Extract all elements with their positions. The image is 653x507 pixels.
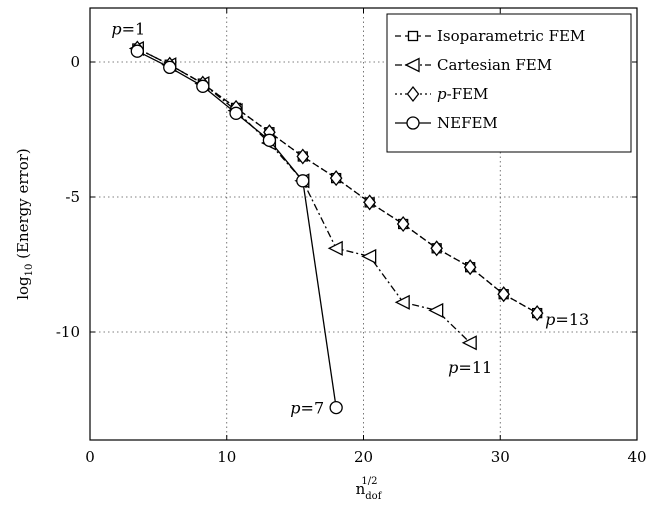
x-axis-label-superscript: 1/2 (361, 476, 377, 487)
annotation-rest: =13 (555, 310, 589, 329)
legend-marker (406, 85, 420, 103)
data-point (463, 259, 477, 276)
legend-entry: Isoparametric FEM (395, 27, 585, 45)
data-point (229, 106, 243, 120)
legend-label: NEFEM (437, 114, 498, 132)
y-tick-label: -5 (65, 188, 80, 206)
annotation-label: p=7 (290, 399, 324, 418)
data-point (363, 194, 376, 211)
legend-label: Cartesian FEM (437, 56, 552, 74)
legend-label-text: NEFEM (437, 114, 498, 132)
legend-entry: p-FEM (395, 85, 488, 103)
y-axis-label-subscript: 10 (24, 264, 35, 277)
data-point (396, 215, 410, 233)
data-point (497, 286, 510, 303)
annotation-label: p=11 (448, 358, 492, 377)
y-axis-label-main: (Energy error) (14, 148, 32, 263)
annotation-rest: =1 (122, 20, 146, 39)
annotations: p=1p=7p=11p=13 (111, 20, 589, 418)
x-axis-label-base: n (356, 480, 366, 498)
legend-label-text: -FEM (447, 85, 489, 103)
data-point (394, 294, 410, 310)
legend-marker (404, 57, 420, 73)
annotation-italic: p (545, 310, 555, 329)
y-axis-label: log10 (Energy error) (14, 148, 35, 300)
x-tick-label: 0 (85, 448, 95, 466)
data-point (262, 133, 277, 147)
data-point (329, 400, 343, 415)
annotation-italic: p (290, 399, 300, 418)
x-tick-label: 10 (217, 448, 236, 466)
annotation-rest: =7 (301, 399, 325, 418)
y-axis-label-prefix: log (14, 276, 32, 300)
legend-marker (406, 116, 420, 130)
data-point (361, 248, 377, 264)
data-point (163, 60, 177, 75)
legend-label: p-FEM (437, 85, 488, 103)
y-tick-label: 0 (70, 53, 80, 71)
data-point (130, 44, 144, 58)
x-tick-label: 20 (354, 448, 373, 466)
data-point (296, 174, 310, 188)
annotation-italic: p (448, 358, 458, 377)
data-point (530, 305, 544, 322)
data-point (196, 79, 210, 93)
x-axis-label-subscript: dof (365, 491, 382, 502)
x-tick-label: 40 (627, 448, 646, 466)
legend-label-text: Isoparametric FEM (437, 27, 585, 45)
legend-label-text: Cartesian FEM (437, 56, 552, 74)
annotation-italic: p (111, 20, 121, 39)
legend-entry: Cartesian FEM (395, 56, 552, 74)
legend-marker (407, 30, 419, 42)
x-tick-label: 30 (491, 448, 510, 466)
series-nefem (130, 44, 343, 415)
ticks: 0 10 20 30 40 0 -5 -10 (56, 8, 647, 466)
annotation-label: p=1 (111, 20, 145, 39)
data-point (428, 302, 444, 318)
data-point (327, 240, 343, 256)
x-axis-label: ndof 1/2 (356, 476, 383, 502)
legend-label-italic: p (437, 85, 447, 103)
data-point (296, 148, 310, 165)
series-layer (128, 40, 544, 415)
legend: Isoparametric FEM Cartesian FEM p-FEM NEFEM (386, 13, 632, 153)
annotation-rest: =11 (458, 358, 492, 377)
legend-entry: NEFEM (395, 114, 498, 132)
legend-box (386, 13, 632, 153)
data-point (430, 240, 443, 257)
data-point (329, 170, 343, 187)
legend-label: Isoparametric FEM (437, 27, 585, 45)
annotation-label: p=13 (545, 310, 589, 329)
y-tick-label: -10 (56, 323, 80, 341)
data-point (461, 335, 477, 351)
